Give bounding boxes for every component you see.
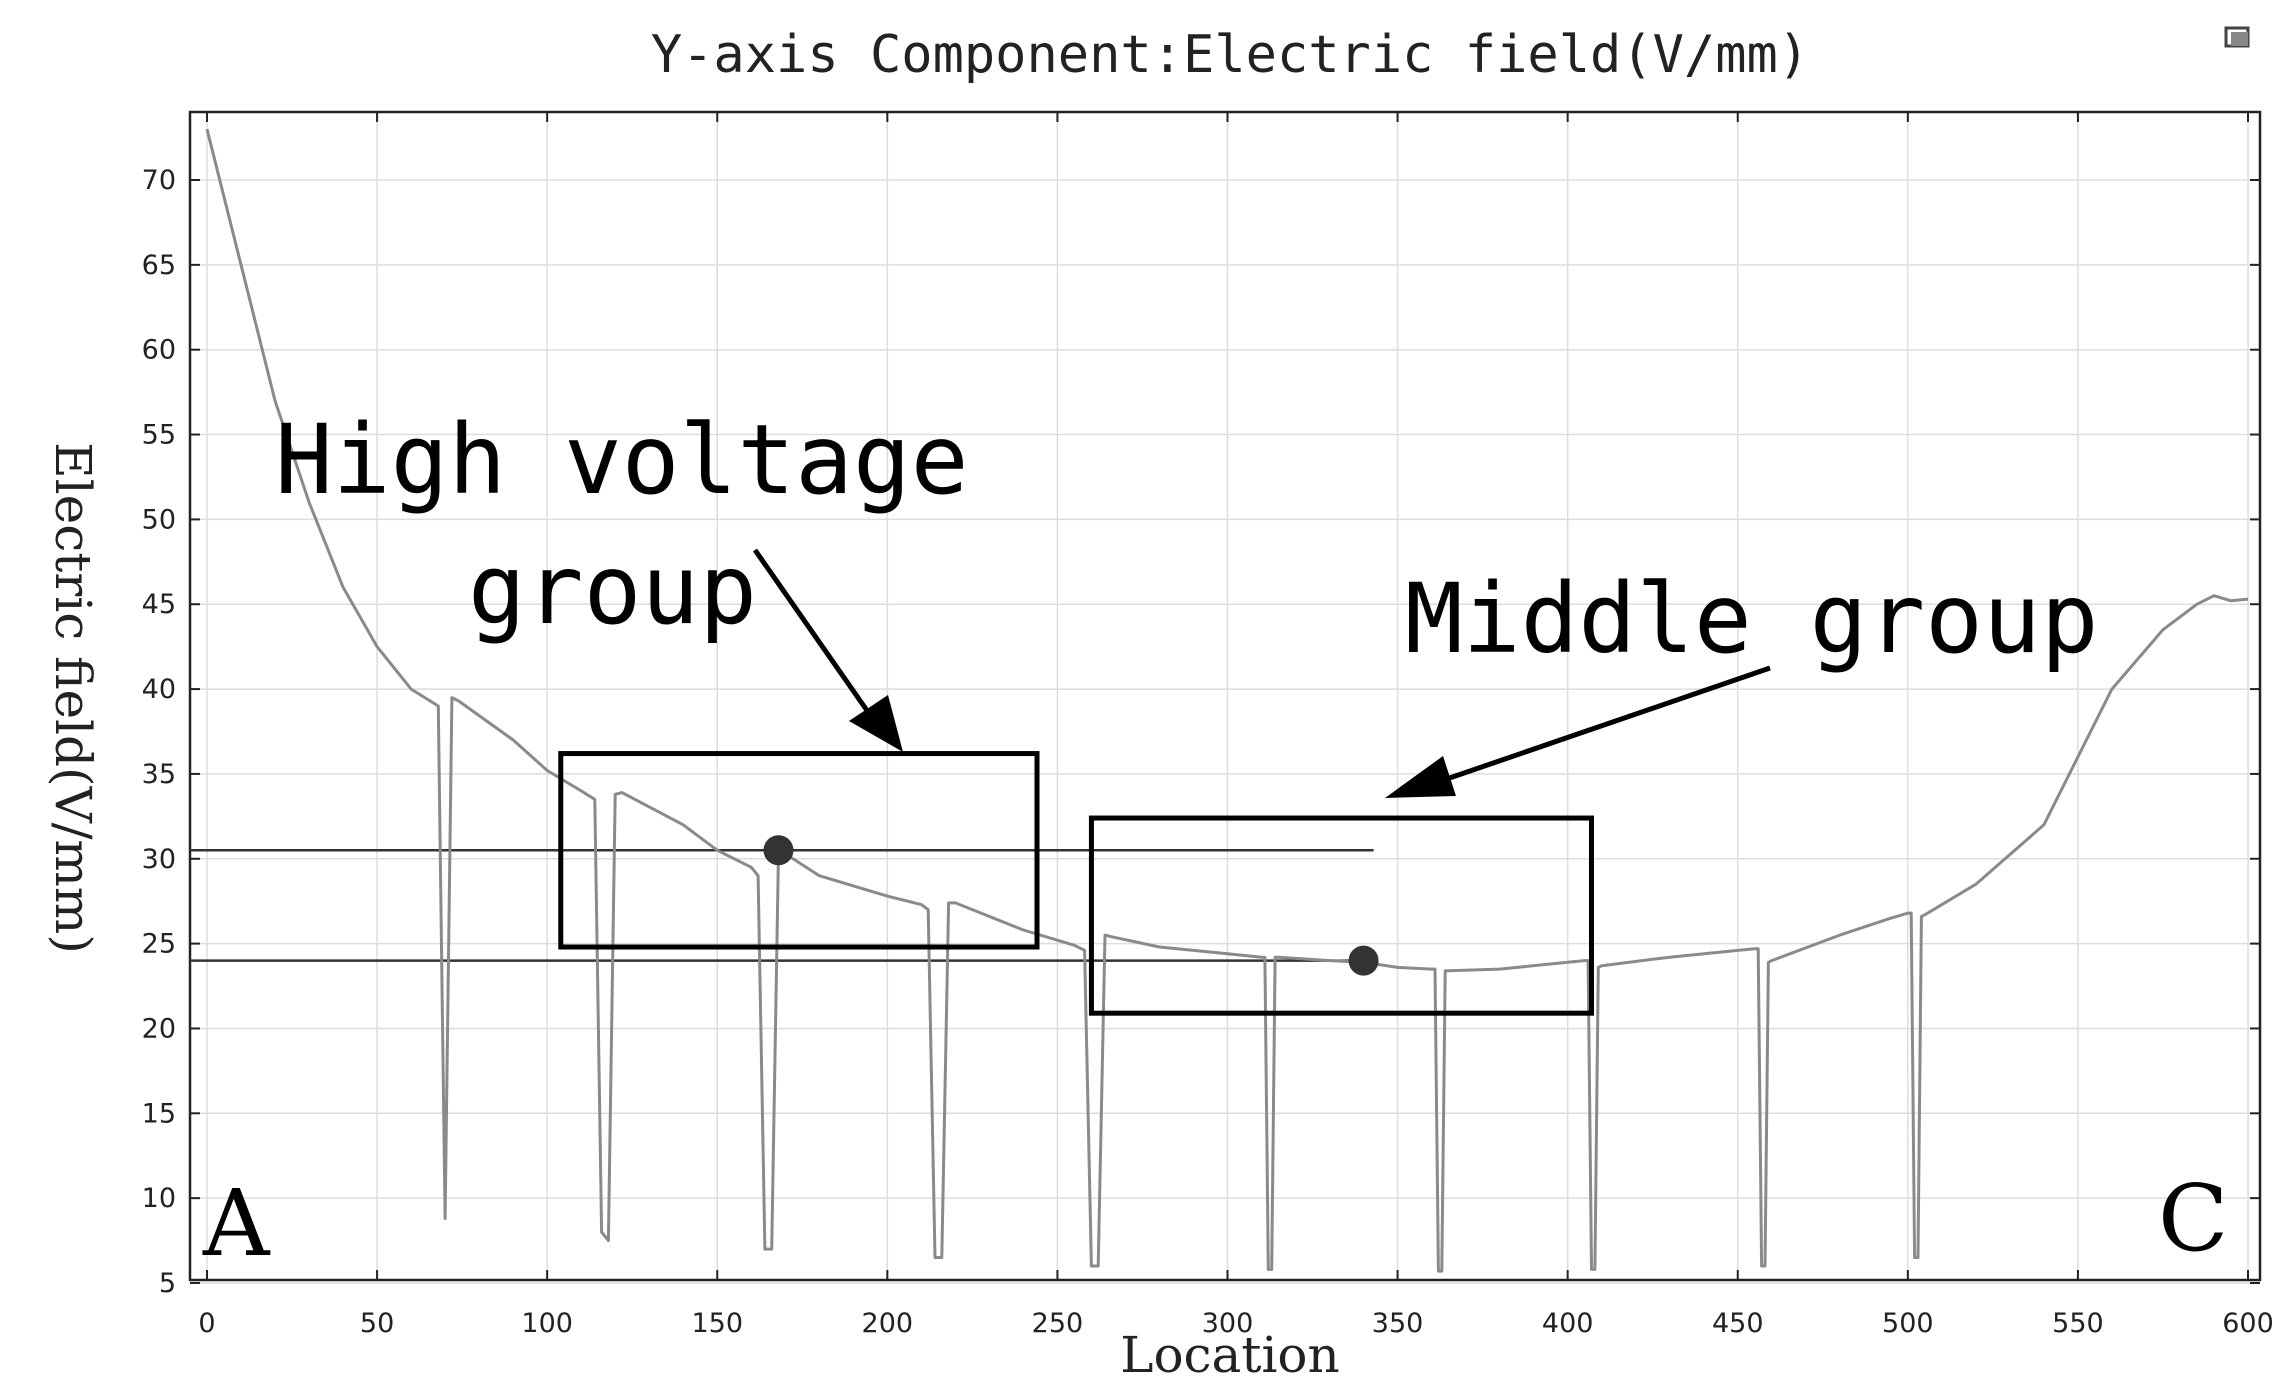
annotation-high-voltage-line1: High voltage (275, 404, 969, 516)
annotation-box (1088, 815, 1594, 1016)
x-tick-label: 50 (360, 1308, 394, 1339)
x-tick-label: 150 (691, 1308, 743, 1339)
y-tick-label: 35 (142, 759, 176, 790)
y-tick-label: 55 (142, 420, 176, 451)
y-tick-label: 25 (142, 929, 176, 960)
annotation-boxes (558, 751, 1594, 1016)
x-tick-label: 500 (1882, 1308, 1934, 1339)
x-tick-label: 550 (2052, 1308, 2104, 1339)
x-axis-label: Location (1120, 1326, 1340, 1384)
annotation-box (558, 751, 1040, 950)
y-axis-ticks: 5 10 15 20 25 30 35 40 45 50 55 60 65 70 (142, 165, 2260, 1299)
menu-icon[interactable] (2224, 26, 2250, 48)
markers (763, 835, 1379, 976)
y-tick-label: 45 (142, 589, 176, 620)
arrow-middle-group (1385, 665, 1771, 798)
y-tick-label: 30 (142, 844, 176, 875)
y-tick-label: 70 (142, 165, 176, 196)
arrow-high-voltage (752, 548, 903, 752)
annotation-middle-group: Middle group (1405, 563, 2099, 675)
y-tick-label: 5 (159, 1268, 176, 1299)
x-tick-label: 450 (1712, 1308, 1764, 1339)
x-tick-label: 600 (2222, 1308, 2274, 1339)
corner-label-a: A (202, 1170, 271, 1277)
x-tick-label: 250 (1032, 1308, 1084, 1339)
grid (190, 112, 2260, 1284)
y-tick-label: 40 (142, 674, 176, 705)
y-tick-label: 20 (142, 1013, 176, 1044)
y-tick-label: 50 (142, 504, 176, 535)
chart-title: Y-axis Component:Electric field(V/mm) (651, 25, 1809, 85)
x-tick-label: 400 (1542, 1308, 1594, 1339)
x-tick-label: 350 (1372, 1308, 1424, 1339)
plot-area (188, 110, 2262, 1282)
y-tick-label: 10 (142, 1183, 176, 1214)
y-axis-label: Electric field(V/mm) (44, 442, 102, 954)
y-tick-label: 15 (142, 1098, 176, 1129)
electric-field-line (205, 128, 2249, 1273)
annotation-high-voltage-line2: group (468, 534, 757, 646)
marker-point (763, 835, 794, 866)
x-tick-label: 300 (1202, 1308, 1254, 1339)
x-tick-label: 200 (862, 1308, 914, 1339)
x-tick-label: 100 (521, 1308, 573, 1339)
x-axis-ticks: 0 50 100 150 200 250 300 350 400 450 500 550 600 (198, 112, 2274, 1339)
marker-point (1348, 945, 1379, 976)
y-tick-label: 60 (142, 335, 176, 366)
y-tick-label: 65 (142, 250, 176, 281)
x-tick-label: 0 (198, 1308, 215, 1339)
corner-label-c: C (2158, 1165, 2228, 1272)
